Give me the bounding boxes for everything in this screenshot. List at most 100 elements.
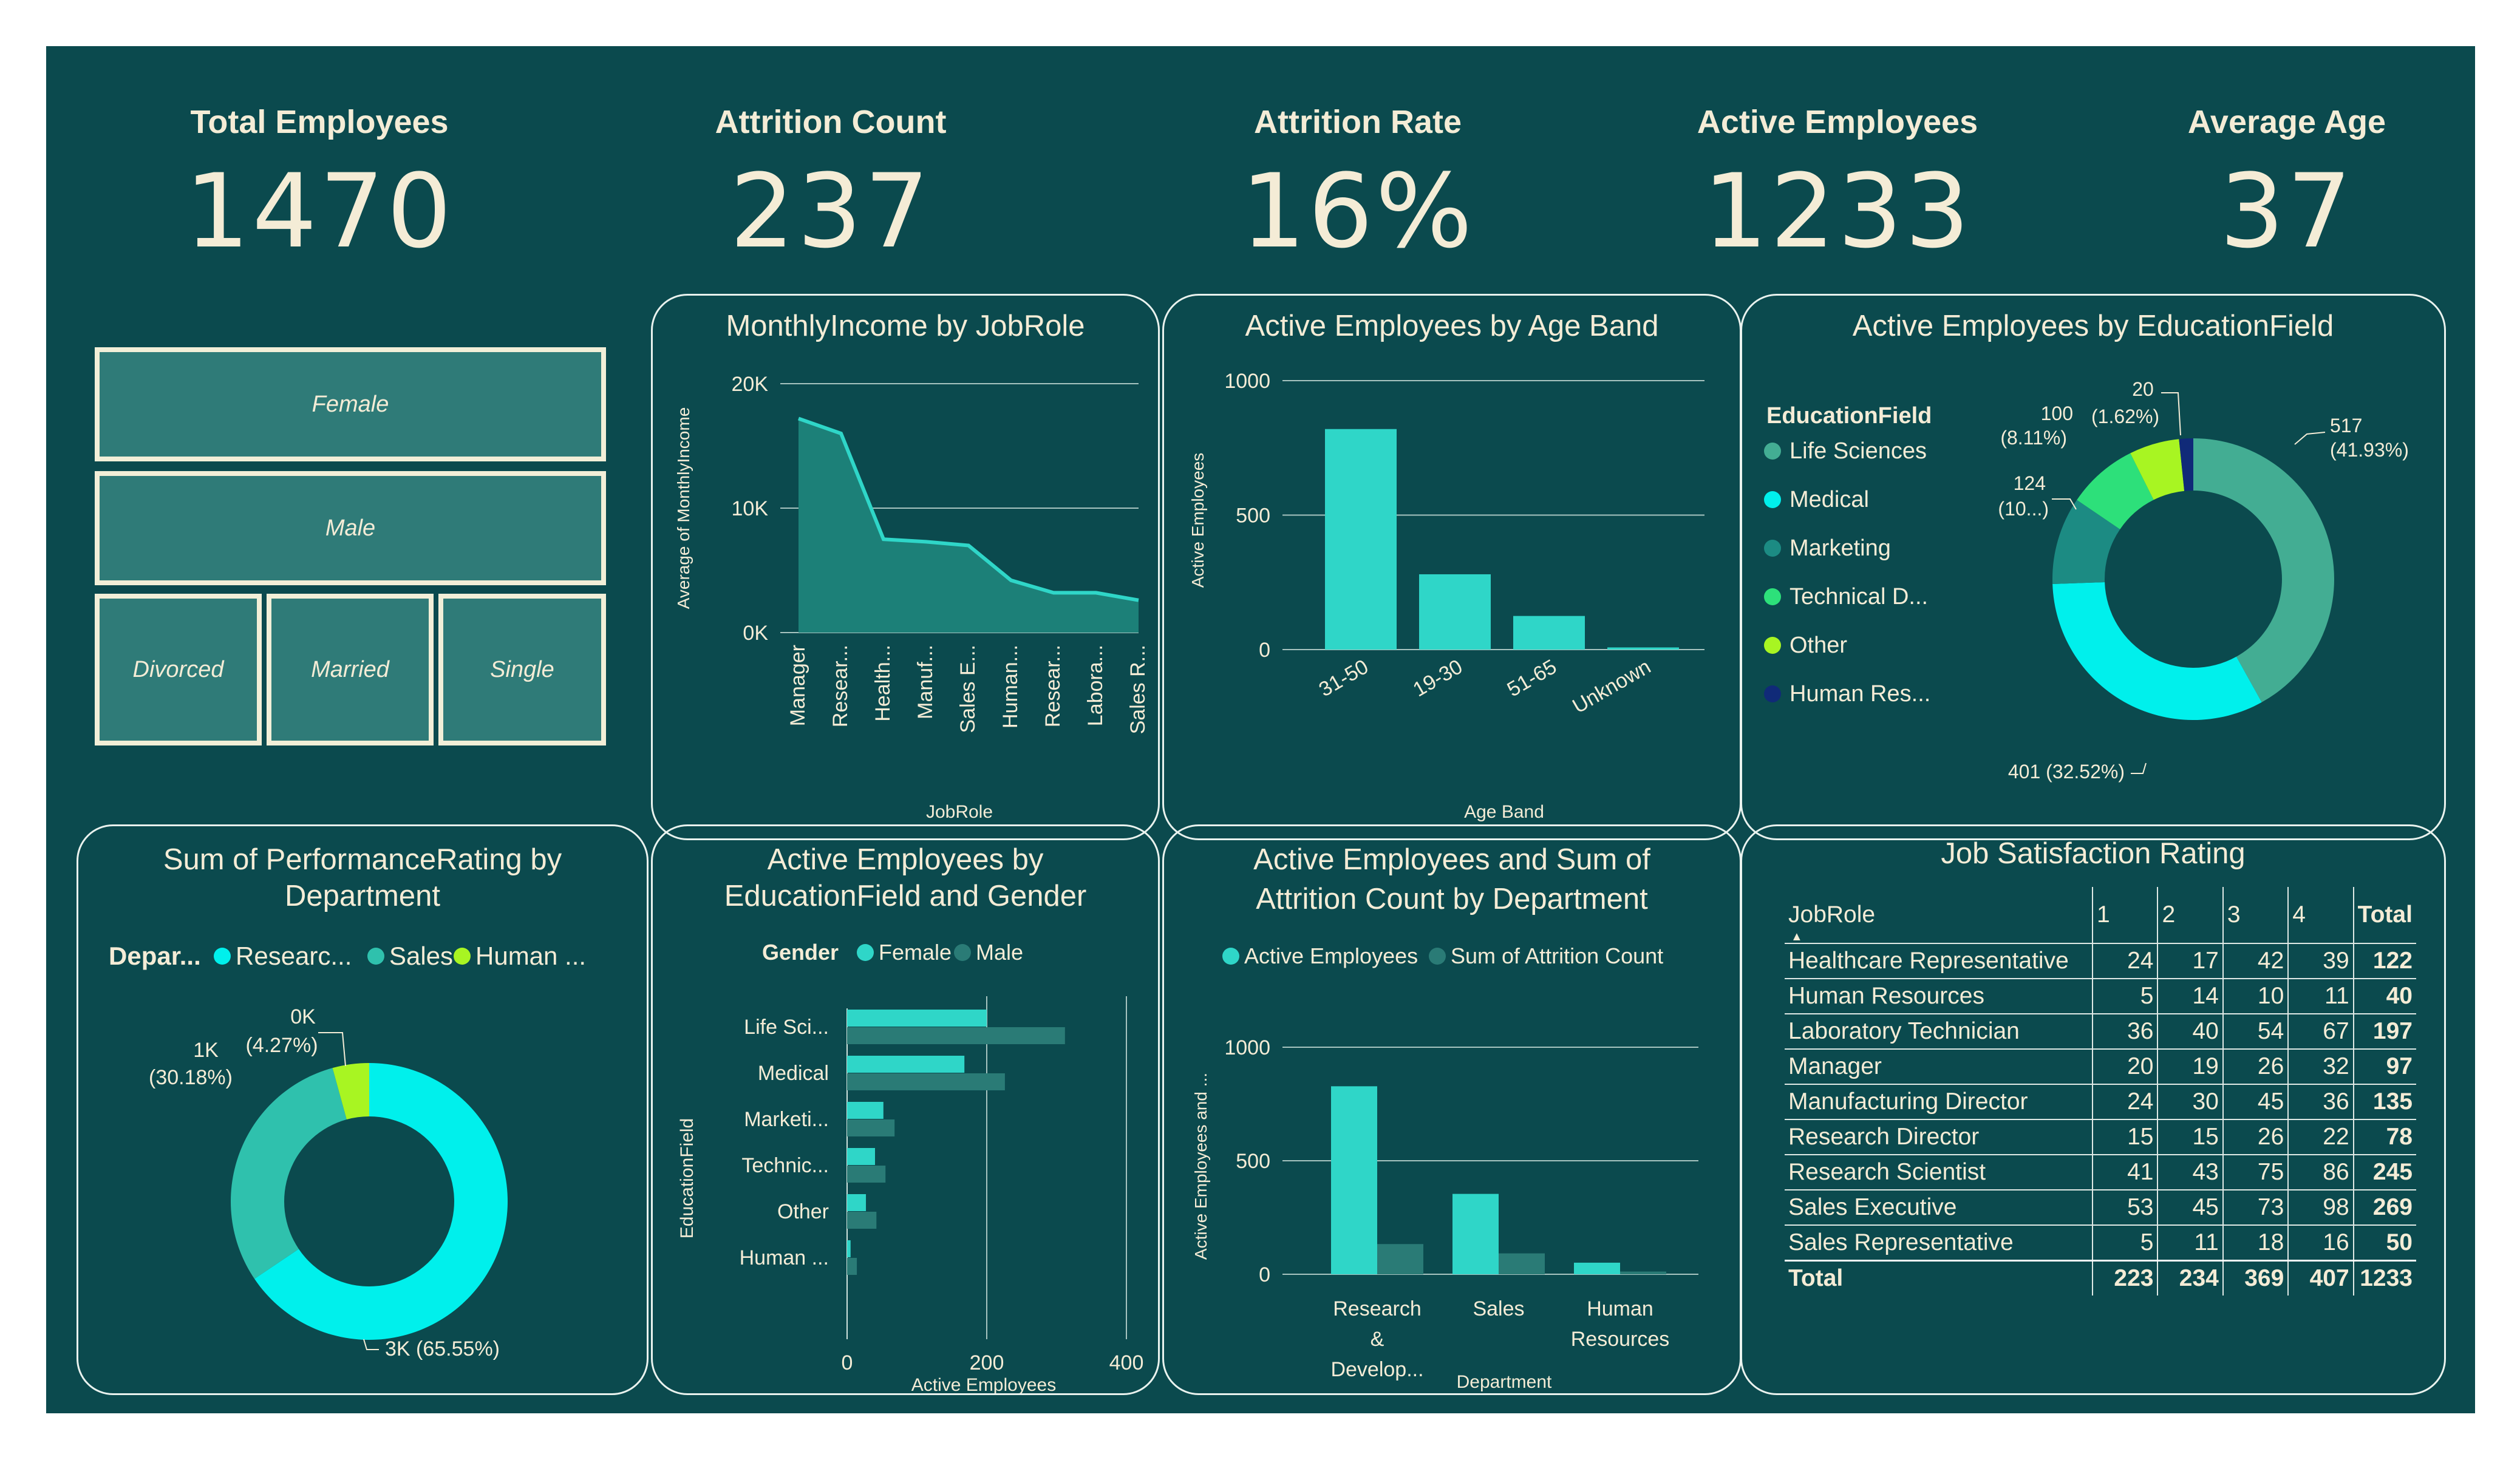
legend-marker — [1764, 491, 1781, 508]
x-axis-label: Active Employees — [911, 1375, 1056, 1395]
rating-cell: 78 — [2386, 1124, 2413, 1150]
rating-cell: 40 — [2157, 1014, 2224, 1049]
table-row[interactable]: Human Resources 5 14 10 11 40 — [1785, 979, 2416, 1014]
legend-label: Sum of Attrition Count — [1451, 943, 1663, 968]
kpi-attrition-count[interactable]: Attrition Count 237 — [557, 101, 1104, 266]
legend-label: Other — [1790, 633, 1847, 658]
leader-line — [2161, 392, 2181, 436]
kpi-active-employees[interactable]: Active Employees 1233 — [1564, 101, 2111, 266]
table-row[interactable]: Sales Representative 5 11 18 16 50 — [1785, 1225, 2416, 1260]
hr-dashboard: Total Employees 1470 Attrition Count 237… — [46, 46, 2475, 1413]
jobrole-cell: Manufacturing Director — [1785, 1084, 2094, 1119]
y-axis-label: Active Employees — [1188, 453, 1207, 588]
kpi-label: Total Employees — [190, 104, 449, 140]
table-row[interactable]: Manufacturing Director 24 30 45 36 135 — [1785, 1084, 2416, 1119]
rating-cell: 26 — [2222, 1119, 2289, 1155]
card-education-field[interactable]: Active Employees by EducationField Educa… — [1740, 294, 2446, 840]
treemap-single[interactable]: Single — [438, 594, 606, 745]
column-header: 4 — [2288, 887, 2354, 943]
legend-title: Gender — [762, 940, 839, 965]
y-tick-label: 20K — [732, 373, 769, 396]
kpi-average-age[interactable]: Average Age 37 — [2014, 101, 2520, 266]
data-label-value: 20 — [2132, 378, 2154, 400]
total-cell: 234 — [2157, 1260, 2224, 1296]
y-tick-label: Other — [777, 1200, 829, 1223]
table-row[interactable]: Research Director 15 15 26 22 78 — [1785, 1119, 2416, 1155]
column-header-jobrole[interactable]: JobRole ▲ — [1785, 887, 2094, 943]
female-bar — [847, 1010, 987, 1027]
x-tick-label: Resources — [1571, 1328, 1670, 1351]
x-tick-label: Sales E... — [956, 645, 979, 733]
table-row[interactable]: Research Scientist 41 43 75 86 245 — [1785, 1155, 2416, 1190]
legend-title: EducationField — [1766, 403, 1932, 429]
rating-cell: 86 — [2288, 1155, 2354, 1190]
rating-cell: 53 — [2093, 1190, 2159, 1225]
rating-cell: 16 — [2288, 1225, 2354, 1260]
legend-marker — [857, 944, 874, 961]
rating-cell: 67 — [2288, 1014, 2354, 1049]
y-tick-label: 500 — [1236, 1150, 1270, 1173]
treemap-divorced[interactable]: Divorced — [95, 594, 262, 745]
x-tick-label: Develop... — [1330, 1358, 1423, 1381]
table-row[interactable]: Sales Executive 53 45 73 98 269 — [1785, 1190, 2416, 1225]
x-tick-label: Health... — [871, 645, 894, 722]
legend-marker — [1222, 948, 1239, 965]
chart-title-line1: Active Employees and Sum of — [1253, 843, 1650, 876]
active-employees-bar — [1331, 1086, 1377, 1274]
card-monthly-income[interactable]: MonthlyIncome by JobRole 0K 10K 20K Manager… — [651, 294, 1160, 840]
legend-marker — [1764, 443, 1781, 460]
rating-cell: 24 — [2093, 943, 2159, 979]
y-axis-label: Average of MonthlyIncome — [674, 407, 693, 610]
chart-title-line2: Attrition Count by Department — [1256, 883, 1648, 915]
x-tick-label: Sales R... — [1126, 645, 1149, 734]
rating-cell: 42 — [2222, 943, 2289, 979]
card-education-gender[interactable]: Active Employees by EducationField and G… — [651, 824, 1160, 1395]
kpi-value: 237 — [729, 152, 932, 271]
card-performance-rating[interactable]: Sum of PerformanceRating by Department D… — [77, 824, 649, 1395]
education-field-donut-chart: EducationField Life Sciences Medical Market… — [1764, 378, 2409, 783]
table-title: Job Satisfaction Rating — [1941, 837, 2246, 870]
treemap-label: Female — [312, 391, 389, 417]
table-row[interactable]: Laboratory Technician 36 40 54 67 197 — [1785, 1014, 2416, 1049]
treemap-married[interactable]: Married — [267, 594, 434, 745]
kpi-label: Active Employees — [1697, 104, 1978, 140]
attrition-count-bar — [1620, 1271, 1666, 1274]
sort-ascending-icon[interactable]: ▲ — [1791, 930, 1803, 943]
attrition-count-bar — [1499, 1253, 1545, 1274]
kpi-total-employees[interactable]: Total Employees 1470 — [46, 101, 593, 266]
data-label-pct: (4.27%) — [245, 1034, 318, 1057]
area-fill — [799, 418, 1139, 633]
rating-cell: 269 — [2372, 1194, 2413, 1220]
y-axis-label: EducationField — [677, 1118, 697, 1238]
total-cell: 369 — [2222, 1260, 2289, 1296]
legend-marker — [454, 948, 471, 965]
y-tick-label: 1000 — [1224, 1036, 1270, 1059]
x-tick-label: Manuf... — [914, 645, 937, 719]
y-tick-label: Technic... — [741, 1154, 829, 1177]
kpi-attrition-rate[interactable]: Attrition Rate 16% — [1085, 101, 1631, 266]
data-label-value: 517 — [2330, 415, 2362, 436]
legend-marker — [1429, 948, 1446, 965]
column-header: 1 — [2093, 887, 2159, 943]
age-band-bar-chart: 0 500 1000 31-50 19-30 51-65 Unknown Active Emp… — [1188, 370, 1704, 822]
treemap-male[interactable]: Male — [95, 471, 606, 585]
card-age-band[interactable]: Active Employees by Age Band 0 500 1000 31-… — [1162, 294, 1742, 840]
rating-cell: 32 — [2288, 1049, 2354, 1084]
x-tick-label: Resear... — [1041, 645, 1064, 727]
donut-slice — [2193, 438, 2334, 702]
card-job-satisfaction[interactable]: Job Satisfaction Rating JobRole ▲ 1 2 3 4 Tota… — [1740, 824, 2446, 1395]
y-tick-label: Life Sci... — [744, 1016, 829, 1039]
x-tick-label: Human... — [999, 645, 1022, 728]
data-label-value: 3K (65.55%) — [385, 1337, 500, 1360]
rating-cell: 39 — [2288, 943, 2354, 979]
table-row[interactable]: Manager 20 19 26 32 97 — [1785, 1049, 2416, 1084]
data-label-value: 1K — [193, 1039, 219, 1062]
rating-cell: 24 — [2093, 1084, 2159, 1119]
rating-cell: 15 — [2157, 1119, 2224, 1155]
card-department-attrition[interactable]: Active Employees and Sum of Attrition Co… — [1162, 824, 1742, 1395]
treemap-female[interactable]: Female — [95, 347, 606, 461]
y-tick-label: 0K — [743, 622, 768, 645]
table-row[interactable]: Healthcare Representative 24 17 42 39 122 — [1785, 943, 2416, 979]
age-band-bar — [1419, 574, 1491, 650]
column-header: Total — [2357, 902, 2413, 928]
